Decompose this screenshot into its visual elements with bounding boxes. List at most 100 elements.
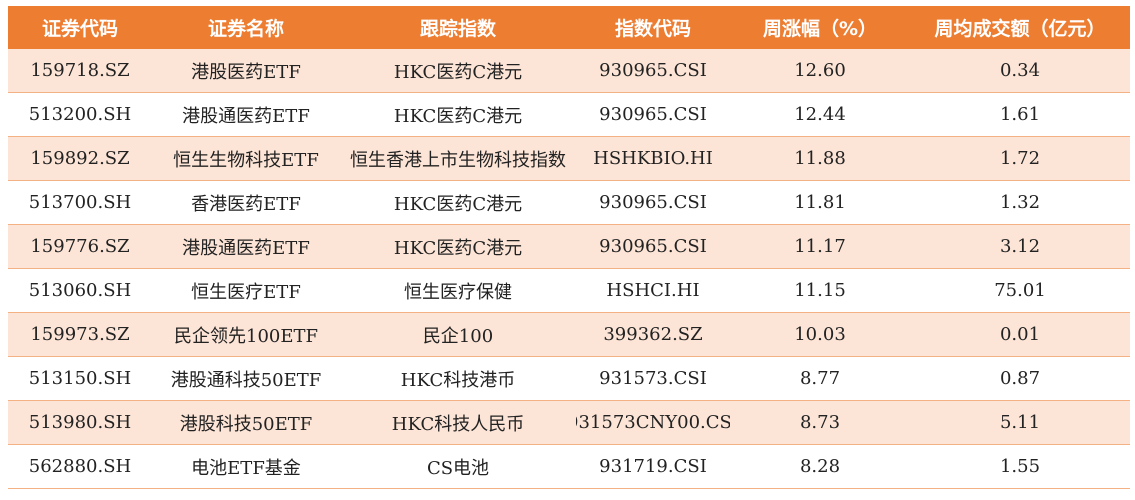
avg-turnover-text: 5.11	[999, 412, 1041, 433]
security-name-text: 恒生生物科技ETF	[173, 149, 319, 171]
security-name-text: 恒生医疗ETF	[191, 281, 301, 303]
cell-tracking-index: HKC医药C港元	[340, 180, 576, 225]
header-security-code: 证券代码	[8, 6, 152, 49]
weekly-change-text: 10.03	[794, 324, 846, 345]
weekly-change-text: 12.44	[794, 104, 846, 125]
cell-index-code: HSHKBIO.HI	[576, 136, 730, 181]
avg-turnover-text: 0.34	[999, 60, 1041, 81]
avg-turnover-text: 75.01	[994, 280, 1046, 301]
security-code-text: 562880.SH	[28, 456, 132, 477]
index-code-text: 930965.CSI	[599, 104, 707, 125]
index-code-text: 930965.CSI	[599, 60, 707, 81]
cell-tracking-index: HKC医药C港元	[340, 224, 576, 269]
tracking-index-text: HKC医药C港元	[393, 237, 523, 259]
table-row: 159718.SZ 港股医药ETF HKC医药C港元 930965.CSI 12.60 0…	[8, 49, 1130, 93]
cell-avg-turnover: 5.11	[910, 400, 1130, 445]
cell-tracking-index: HKC医药C港元	[340, 92, 576, 137]
cell-index-code: 930965.CSI	[576, 224, 730, 269]
index-code-text: HSHCI.HI	[606, 280, 700, 301]
security-name-text: 港股科技50ETF	[179, 413, 313, 435]
cell-weekly-change: 8.77	[730, 356, 910, 401]
tracking-index-text: HKC医药C港元	[393, 193, 523, 215]
cell-security-name: 香港医药ETF	[152, 180, 340, 225]
cell-security-code: 159776.SZ	[8, 224, 152, 269]
cell-security-code: 159718.SZ	[8, 49, 152, 93]
table-row: 513060.SH 恒生医疗ETF 恒生医疗保健 HSHCI.HI 11.15 75.01	[8, 268, 1130, 313]
cell-security-code: 159973.SZ	[8, 312, 152, 357]
cell-tracking-index: 民企100	[340, 312, 576, 357]
cell-security-name: 恒生医疗ETF	[152, 268, 340, 313]
index-code-text: 931573.CSI	[599, 368, 707, 389]
security-code-text: 513060.SH	[28, 280, 132, 301]
table-row: 513200.SH 港股通医药ETF HKC医药C港元 930965.CSI 12.44…	[8, 92, 1130, 137]
avg-turnover-text: 1.32	[999, 192, 1041, 213]
cell-avg-turnover: 0.01	[910, 312, 1130, 357]
cell-weekly-change: 11.88	[730, 136, 910, 181]
security-name-text: 港股医药ETF	[191, 61, 301, 83]
cell-avg-turnover: 75.01	[910, 268, 1130, 313]
cell-index-code: 930965.CSI	[576, 92, 730, 137]
cell-tracking-index: HKC科技港币	[340, 356, 576, 401]
security-name-text: 港股通医药ETF	[182, 237, 310, 259]
tracking-index-text: HKC科技人民币	[391, 413, 525, 435]
tracking-index-text: HKC医药C港元	[393, 61, 523, 83]
cell-security-code: 513200.SH	[8, 92, 152, 137]
cell-avg-turnover: 1.32	[910, 180, 1130, 225]
cell-avg-turnover: 1.72	[910, 136, 1130, 181]
cell-weekly-change: 11.17	[730, 224, 910, 269]
cell-weekly-change: 10.03	[730, 312, 910, 357]
cell-security-code: 513980.SH	[8, 400, 152, 445]
security-name-text: 电池ETF基金	[191, 457, 301, 479]
cell-tracking-index: 恒生香港上市生物科技指数	[340, 136, 576, 181]
weekly-change-text: 8.77	[799, 368, 841, 389]
header-avg-turnover: 周均成交额（亿元）	[910, 6, 1130, 49]
security-name-text: 香港医药ETF	[191, 193, 301, 215]
etf-weekly-performance-table: 证券代码 证券名称 跟踪指数 指数代码 周涨幅（%） 周均成交额（亿元） 159…	[8, 6, 1130, 489]
tracking-index-text: HKC科技港币	[400, 369, 516, 391]
cell-avg-turnover: 1.61	[910, 92, 1130, 137]
avg-turnover-text: 1.61	[999, 104, 1041, 125]
index-code-text: 930965.CSI	[599, 192, 707, 213]
table-row: 159973.SZ 民企领先100ETF 民企100 399362.SZ 10.03 0.…	[8, 312, 1130, 357]
cell-tracking-index: 恒生医疗保健	[340, 268, 576, 313]
security-name-text: 港股通医药ETF	[182, 105, 310, 127]
cell-index-code: 931573.CSI	[576, 356, 730, 401]
table-row: 159776.SZ 港股通医药ETF HKC医药C港元 930965.CSI 11.17…	[8, 224, 1130, 269]
cell-weekly-change: 12.44	[730, 92, 910, 137]
cell-index-code: 931573CNY00.CSI	[576, 400, 730, 445]
index-code-text: 930965.CSI	[599, 236, 707, 257]
index-code-text: 399362.SZ	[603, 324, 703, 345]
cell-weekly-change: 11.81	[730, 180, 910, 225]
cell-security-code: 513060.SH	[8, 268, 152, 313]
security-code-text: 159973.SZ	[30, 324, 130, 345]
cell-security-code: 562880.SH	[8, 444, 152, 489]
security-code-text: 513700.SH	[28, 192, 132, 213]
index-code-text: 931719.CSI	[599, 456, 707, 477]
cell-tracking-index: HKC科技人民币	[340, 400, 576, 445]
cell-security-name: 恒生生物科技ETF	[152, 136, 340, 181]
weekly-change-text: 11.15	[794, 280, 846, 301]
cell-avg-turnover: 0.34	[910, 49, 1130, 93]
cell-security-name: 电池ETF基金	[152, 444, 340, 489]
cell-index-code: 399362.SZ	[576, 312, 730, 357]
cell-security-name: 港股通科技50ETF	[152, 356, 340, 401]
table-row: 513150.SH 港股通科技50ETF HKC科技港币 931573.CSI 8.77…	[8, 356, 1130, 401]
weekly-change-text: 12.60	[794, 60, 846, 81]
cell-weekly-change: 12.60	[730, 49, 910, 93]
weekly-change-text: 8.73	[799, 412, 841, 433]
header-tracking-index: 跟踪指数	[340, 6, 576, 49]
cell-index-code: HSHCI.HI	[576, 268, 730, 313]
cell-avg-turnover: 3.12	[910, 224, 1130, 269]
cell-avg-turnover: 1.55	[910, 444, 1130, 489]
header-security-name: 证券名称	[152, 6, 340, 49]
cell-index-code: 931719.CSI	[576, 444, 730, 489]
weekly-change-text: 8.28	[799, 456, 841, 477]
tracking-index-text: 恒生香港上市生物科技指数	[350, 149, 566, 171]
index-code-text: 931573CNY00.CSI	[576, 412, 730, 433]
cell-security-name: 港股科技50ETF	[152, 400, 340, 445]
header-weekly-change: 周涨幅（%）	[730, 6, 910, 49]
security-code-text: 159776.SZ	[30, 236, 130, 257]
weekly-change-text: 11.88	[794, 148, 846, 169]
tracking-index-text: CS电池	[426, 457, 490, 479]
table-row: 562880.SH 电池ETF基金 CS电池 931719.CSI 8.28 1.55	[8, 444, 1130, 489]
